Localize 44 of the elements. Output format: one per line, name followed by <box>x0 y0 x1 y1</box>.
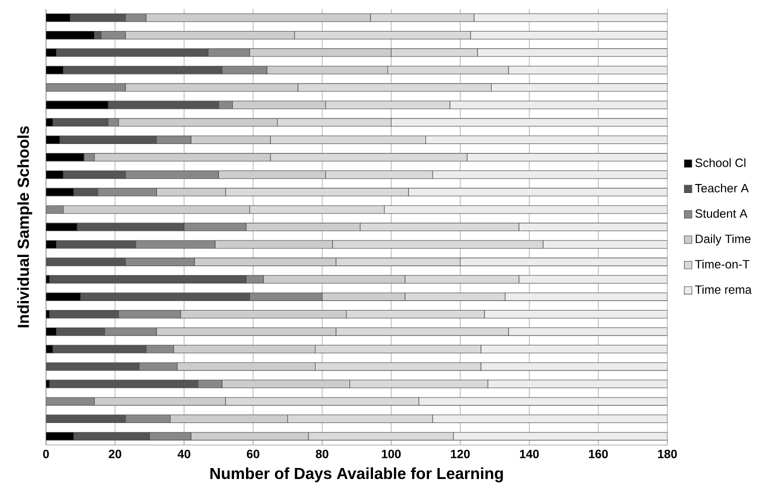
bar <box>425 136 668 144</box>
x-axis-title: Number of Days Available for Learning <box>210 467 503 482</box>
x-tick-label: 100 <box>382 450 401 458</box>
bar <box>249 292 322 301</box>
x-tick-label: 180 <box>658 450 677 458</box>
bar <box>125 14 146 22</box>
bar <box>466 153 668 162</box>
bar <box>470 30 668 40</box>
x-tick-label: 140 <box>520 450 539 458</box>
bar <box>94 30 102 40</box>
bar <box>518 275 668 284</box>
x-tick-label: 60 <box>246 450 260 458</box>
bar <box>46 153 84 162</box>
bar <box>46 136 60 144</box>
legend-label: Daily Time <box>696 234 751 246</box>
x-tick-label: 40 <box>178 450 190 458</box>
x-tick-label: 160 <box>589 450 608 458</box>
bar <box>100 30 126 40</box>
x-tick-label: 0 <box>43 450 49 458</box>
legend-label: Teacher A <box>695 184 749 192</box>
legend-label: Student A <box>695 208 748 218</box>
bar <box>432 414 668 424</box>
x-tick-label: 120 <box>450 450 470 458</box>
bar <box>453 432 668 440</box>
legend-label: Time rema <box>695 285 752 294</box>
bar <box>46 30 95 40</box>
bar <box>474 14 668 22</box>
bar <box>246 275 264 284</box>
x-tick-label: 20 <box>108 450 122 458</box>
legend-label: School Cl <box>695 158 746 168</box>
bar <box>156 136 192 144</box>
bar <box>125 170 219 179</box>
legend-label: Time-on-T <box>695 260 750 269</box>
bar <box>118 310 181 318</box>
bar <box>125 414 171 424</box>
bar <box>504 292 668 301</box>
bar <box>46 292 81 301</box>
bar <box>432 170 668 179</box>
y-axis-title: Individual Sample Schools <box>17 126 32 328</box>
bar <box>46 14 70 22</box>
bar <box>46 170 64 179</box>
bar <box>484 310 668 318</box>
x-tick-label: 80 <box>316 450 328 458</box>
bar <box>46 432 74 440</box>
